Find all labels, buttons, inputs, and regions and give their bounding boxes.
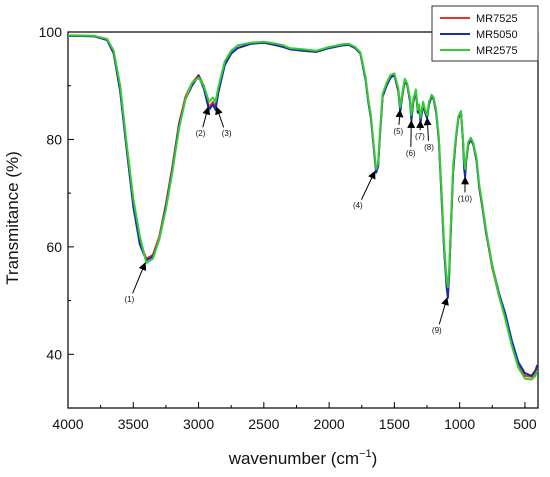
annotation-arrow <box>395 109 404 125</box>
x-tick-label: 2500 <box>248 416 279 432</box>
legend-label: MR2575 <box>476 45 518 57</box>
annotation-label: (4) <box>353 201 363 210</box>
x-axis-title-main: wavenumber (cm <box>228 449 359 468</box>
x-tick-label: 1000 <box>444 416 475 432</box>
annotation-label: (3) <box>222 129 232 138</box>
annotation-arrow <box>132 262 147 294</box>
annotation-arrow <box>361 170 376 200</box>
annotation-arrow <box>423 117 432 141</box>
y-axis: 40 60 80 100 <box>39 24 74 409</box>
y-axis-title: Transmitance (%) <box>3 151 22 285</box>
y-tick-label: 60 <box>46 239 62 255</box>
annotation-arrow <box>215 106 225 128</box>
y-tick-label: 40 <box>46 346 62 362</box>
x-axis: 4000 3500 3000 2500 2000 1500 1000 500 <box>52 402 537 432</box>
x-axis-title-superscript: −1 <box>359 448 372 460</box>
x-tick-label: 3000 <box>183 416 214 432</box>
x-tick-label: 3500 <box>118 416 149 432</box>
x-tick-label: 2000 <box>314 416 345 432</box>
annotation-label: (7) <box>415 132 425 141</box>
annotation-label: (5) <box>393 127 403 136</box>
x-tick-label: 4000 <box>52 416 83 432</box>
annotation-label: (6) <box>406 149 416 158</box>
y-tick-label: 100 <box>39 24 63 40</box>
annotation-label: (9) <box>432 326 442 335</box>
annotation-label: (2) <box>196 129 206 138</box>
annotation-label: (10) <box>458 195 473 204</box>
x-axis-title: wavenumber (cm−1) <box>228 448 378 468</box>
y-tick-label: 80 <box>46 131 62 147</box>
x-tick-label: 500 <box>513 416 537 432</box>
peak-annotations: (1) (2) (3) (4) (5) (6) (7) (8) (9) (10) <box>124 106 473 335</box>
annotation-label: (1) <box>124 295 134 304</box>
legend: MR7525 MR5050 MR2575 <box>431 5 539 62</box>
plot-frame <box>67 31 539 409</box>
legend-label: MR7525 <box>476 13 518 25</box>
plot-border <box>67 31 539 409</box>
series-line-mr5050 <box>67 34 539 377</box>
series-line-mr7525 <box>67 34 539 378</box>
x-axis-title-close: ) <box>372 449 378 468</box>
series-lines <box>67 34 539 381</box>
series-line-mr2575 <box>67 34 539 381</box>
legend-label: MR5050 <box>476 29 518 41</box>
annotation-arrow <box>438 297 449 325</box>
annotation-arrow <box>202 106 211 128</box>
annotation-label: (8) <box>424 143 434 152</box>
x-tick-label: 1500 <box>379 416 410 432</box>
